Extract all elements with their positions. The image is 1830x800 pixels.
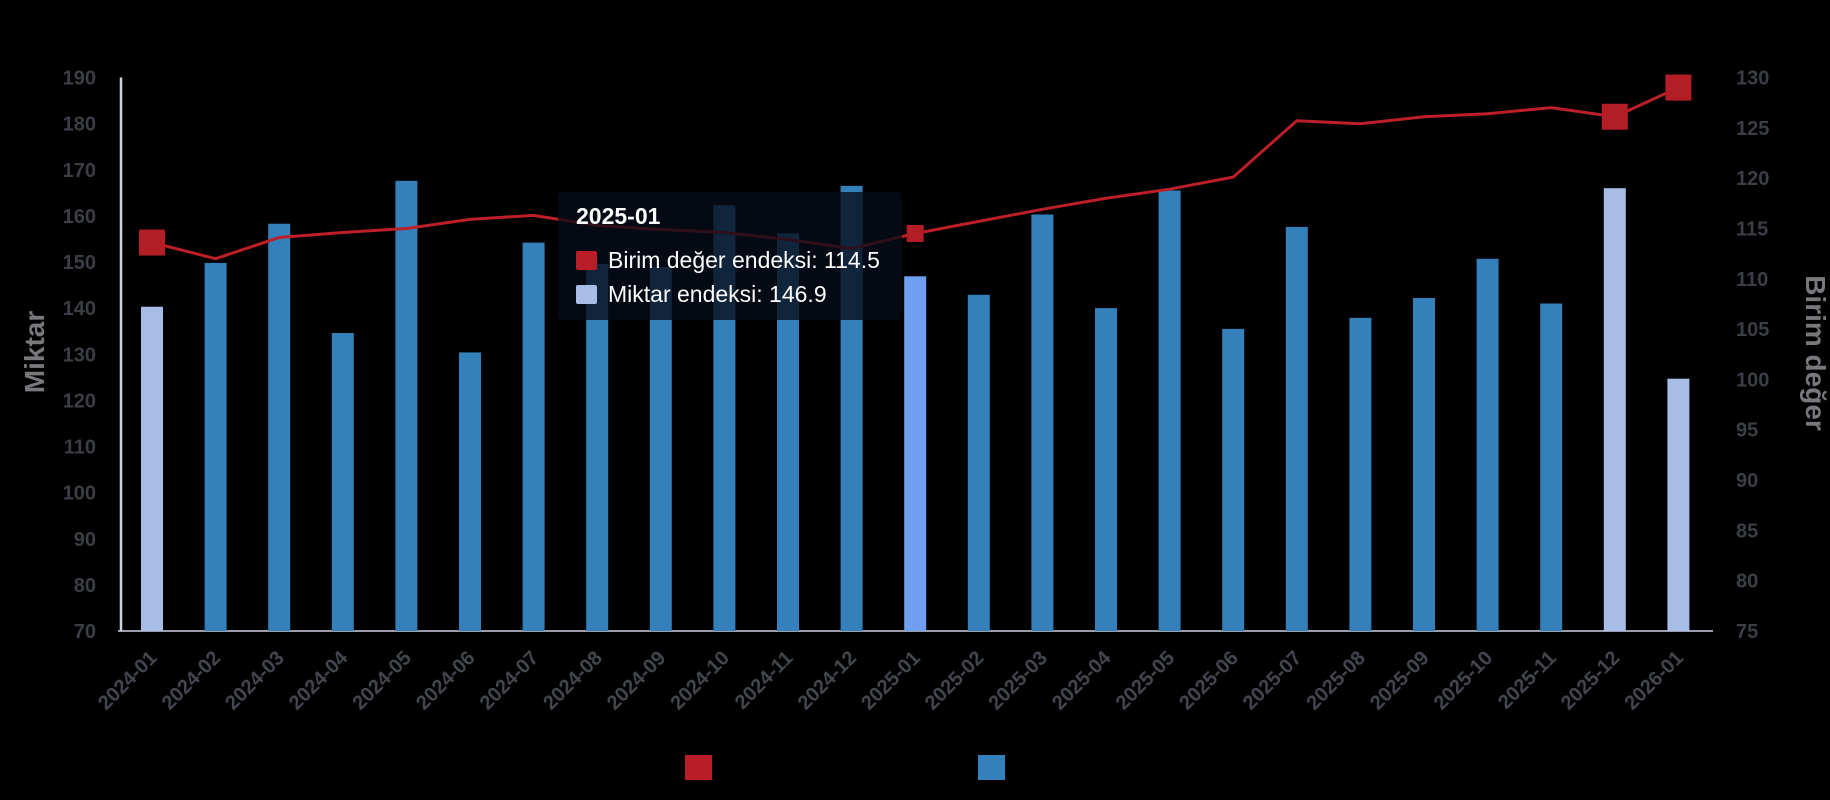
y-tick-right-100: 100 bbox=[1736, 369, 1769, 391]
tooltip-swatch-birim-deger bbox=[576, 251, 597, 270]
x-tick-label-2025-11: 2025-11 bbox=[1494, 647, 1561, 714]
marker-2025-12[interactable] bbox=[1601, 103, 1628, 130]
y-tick-left-150: 150 bbox=[63, 252, 96, 274]
x-tick-label-2024-10: 2024-10 bbox=[666, 647, 733, 714]
y-tick-left-180: 180 bbox=[63, 114, 96, 136]
bar-2024-02[interactable] bbox=[204, 262, 227, 631]
bar-2025-08[interactable] bbox=[1349, 317, 1372, 631]
x-tick-label-2024-09: 2024-09 bbox=[603, 647, 670, 714]
bar-2024-11[interactable] bbox=[777, 233, 799, 631]
y-tick-left-90: 90 bbox=[74, 529, 96, 551]
y-tick-right-75: 75 bbox=[1736, 621, 1758, 643]
y-tick-left-70: 70 bbox=[74, 621, 96, 643]
tooltip: 2025-01 Birim değer endeksi: 114.5 Mikta… bbox=[558, 192, 902, 320]
bar-2024-08[interactable] bbox=[586, 263, 609, 631]
tooltip-text-birim-deger: Birim değer endeksi: 114.5 bbox=[608, 247, 880, 273]
y-tick-left-170: 170 bbox=[63, 160, 96, 182]
bar-2025-10[interactable] bbox=[1476, 258, 1499, 631]
x-tick-label-2025-03: 2025-03 bbox=[984, 647, 1051, 714]
bar-2024-03[interactable] bbox=[268, 223, 291, 631]
y-tick-right-105: 105 bbox=[1736, 319, 1769, 341]
tooltip-swatch-miktar bbox=[576, 285, 597, 304]
bar-2024-05[interactable] bbox=[395, 180, 418, 631]
x-tick-label-2025-07: 2025-07 bbox=[1239, 647, 1306, 714]
legend-swatch-miktar[interactable] bbox=[978, 755, 1005, 780]
x-tick-label-2025-09: 2025-09 bbox=[1366, 647, 1433, 714]
x-tick-label-2024-12: 2024-12 bbox=[794, 647, 861, 714]
x-tick-label-2025-02: 2025-02 bbox=[921, 647, 988, 714]
tooltip-row-birim-deger: Birim değer endeksi: 114.5 bbox=[576, 247, 880, 274]
bar-2025-11[interactable] bbox=[1540, 303, 1563, 631]
bar-2025-09[interactable] bbox=[1413, 297, 1435, 631]
x-tick-label-2025-08: 2025-08 bbox=[1302, 647, 1369, 714]
tooltip-row-miktar: Miktar endeksi: 146.9 bbox=[576, 281, 827, 308]
x-tick-label-2025-12: 2025-12 bbox=[1557, 647, 1624, 714]
x-tick-label-2025-04: 2025-04 bbox=[1048, 646, 1116, 714]
y-tick-right-85: 85 bbox=[1736, 520, 1758, 542]
y-tick-right-95: 95 bbox=[1736, 420, 1758, 442]
y-tick-left-130: 130 bbox=[63, 344, 96, 366]
x-tick-label-2024-08: 2024-08 bbox=[539, 647, 606, 714]
y-tick-right-110: 110 bbox=[1736, 269, 1768, 291]
bar-2025-04[interactable] bbox=[1095, 308, 1117, 631]
bar-2024-09[interactable] bbox=[649, 267, 672, 631]
marker-2025-01[interactable] bbox=[906, 224, 924, 242]
y-tick-right-120: 120 bbox=[1736, 168, 1769, 190]
x-tick-label-2024-02: 2024-02 bbox=[158, 647, 225, 714]
marker-2026-01[interactable] bbox=[1665, 74, 1692, 101]
y-tick-right-130: 130 bbox=[1736, 68, 1769, 90]
x-tick-label-2024-07: 2024-07 bbox=[476, 647, 543, 714]
y-tick-left-190: 190 bbox=[63, 68, 96, 90]
bar-2024-01[interactable] bbox=[141, 306, 163, 631]
x-tick-label-2025-06: 2025-06 bbox=[1175, 647, 1242, 714]
y-tick-right-125: 125 bbox=[1736, 118, 1769, 140]
bar-2024-06[interactable] bbox=[459, 352, 481, 631]
y-tick-left-80: 80 bbox=[74, 575, 96, 597]
bar-2025-12[interactable] bbox=[1603, 188, 1626, 631]
x-tick-label-2024-11: 2024-11 bbox=[731, 647, 798, 714]
y-tick-right-90: 90 bbox=[1736, 470, 1758, 492]
tooltip-text-miktar: Miktar endeksi: 146.9 bbox=[608, 281, 827, 307]
bar-2026-01[interactable] bbox=[1667, 378, 1690, 631]
bar-2025-01[interactable] bbox=[904, 276, 927, 631]
x-tick-label-2025-10: 2025-10 bbox=[1430, 647, 1497, 714]
y-tick-left-100: 100 bbox=[63, 483, 96, 505]
bar-2024-07[interactable] bbox=[522, 242, 545, 631]
marker-2024-01[interactable] bbox=[139, 229, 165, 256]
y-tick-right-80: 80 bbox=[1736, 571, 1758, 593]
x-tick-label-2025-01: 2025-01 bbox=[857, 647, 924, 714]
bar-2025-07[interactable] bbox=[1285, 226, 1308, 631]
x-tick-label-2024-03: 2024-03 bbox=[221, 647, 288, 714]
legend-swatch-birim-deger[interactable] bbox=[685, 755, 712, 780]
y-tick-left-140: 140 bbox=[63, 298, 96, 320]
y-tick-left-160: 160 bbox=[63, 206, 96, 228]
y-tick-right-115: 115 bbox=[1736, 218, 1768, 240]
bar-2025-05[interactable] bbox=[1158, 190, 1181, 631]
right-axis-title: Birim değer bbox=[1800, 275, 1830, 431]
tooltip-title: 2025-01 bbox=[576, 203, 661, 229]
y-tick-left-110: 110 bbox=[64, 437, 96, 459]
x-tick-label-2024-06: 2024-06 bbox=[412, 647, 479, 714]
x-tick-label-2026-01: 2026-01 bbox=[1620, 647, 1687, 714]
x-tick-label-2025-05: 2025-05 bbox=[1112, 647, 1179, 714]
y-tick-left-120: 120 bbox=[63, 390, 96, 412]
bar-2025-03[interactable] bbox=[1031, 214, 1054, 631]
x-tick-label-2024-04: 2024-04 bbox=[285, 646, 353, 714]
bar-2025-02[interactable] bbox=[967, 294, 990, 631]
x-tick-label-2024-05: 2024-05 bbox=[348, 647, 415, 714]
bar-2025-06[interactable] bbox=[1222, 328, 1245, 631]
bar-2024-04[interactable] bbox=[331, 333, 354, 631]
left-axis-title: Miktar bbox=[19, 311, 50, 394]
x-tick-label-2024-01: 2024-01 bbox=[94, 647, 161, 714]
